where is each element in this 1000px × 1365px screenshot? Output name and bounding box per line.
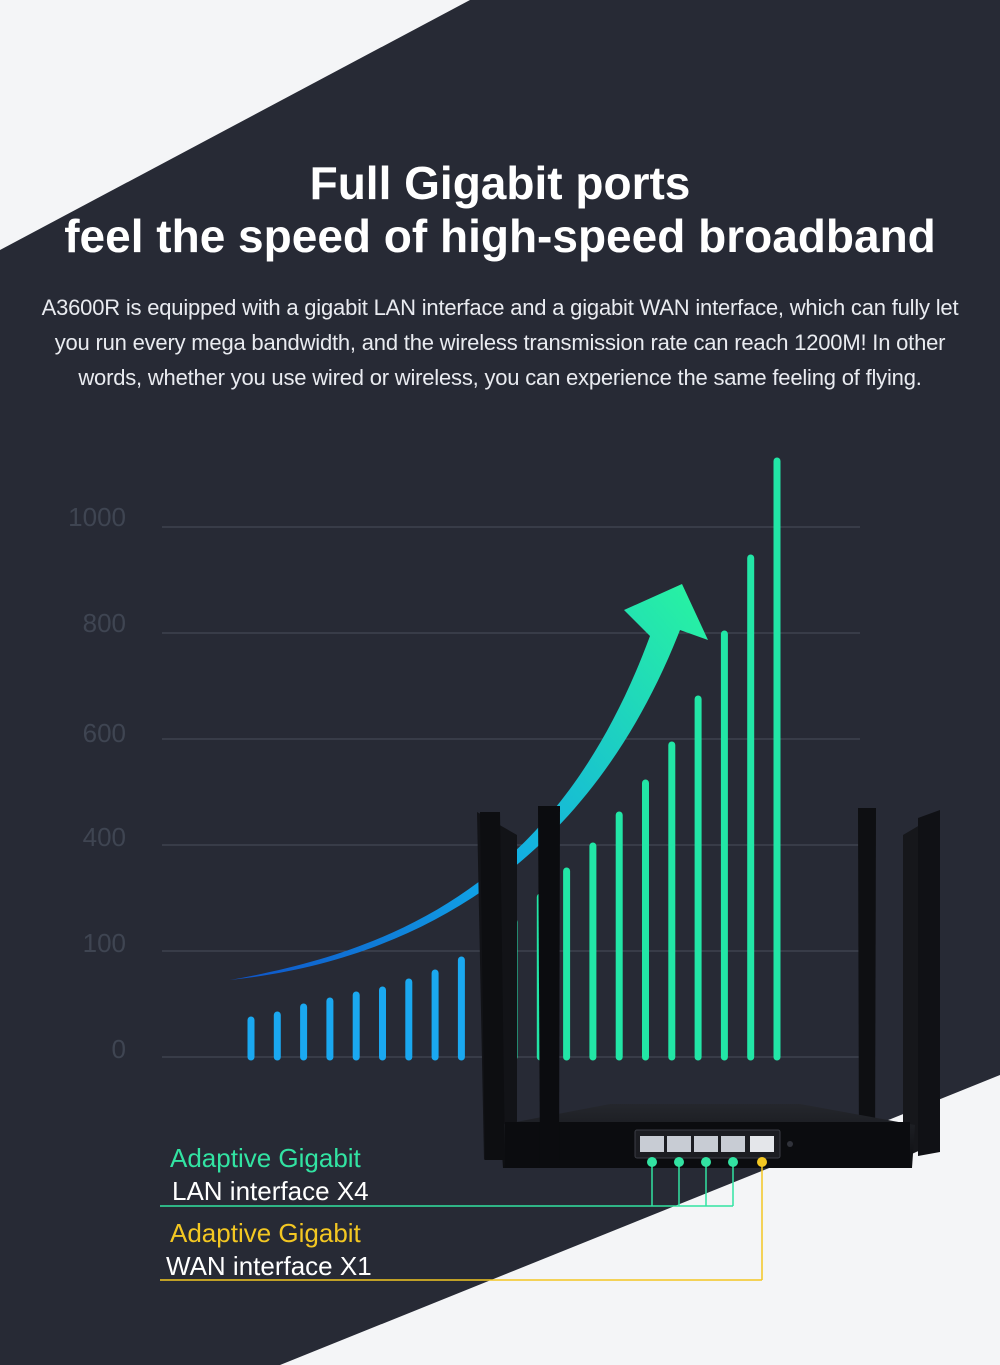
- y-tick-label: 100: [82, 928, 126, 958]
- wan-port-dot: [757, 1157, 767, 1167]
- y-tick-label: 800: [82, 608, 126, 638]
- lan-connector-lines: [160, 1163, 734, 1207]
- y-tick-label: 1000: [68, 502, 126, 532]
- wan-label-title: Adaptive Gigabit: [170, 1218, 361, 1248]
- lan-port-dots: [647, 1157, 738, 1167]
- antenna-icon: [480, 812, 505, 1160]
- wan-connector-lines: [160, 1163, 763, 1281]
- arrow-icon: [230, 584, 708, 980]
- wan-label-subtitle: WAN interface X1: [166, 1251, 372, 1281]
- ethernet-port-icon: [640, 1136, 774, 1152]
- lan-label-subtitle: LAN interface X4: [172, 1176, 369, 1206]
- page-subtitle: feel the speed of high-speed broadband: [64, 210, 936, 262]
- antenna-icon: [858, 808, 876, 1162]
- y-tick-label: 600: [82, 718, 126, 748]
- page-title: Full Gigabit ports: [309, 157, 691, 209]
- description-text: A3600R is equipped with a gigabit LAN in…: [41, 295, 959, 390]
- antenna-icon: [538, 806, 560, 1166]
- lan-label-title: Adaptive Gigabit: [170, 1143, 361, 1173]
- antenna-icon: [918, 810, 940, 1156]
- y-tick-label: 0: [111, 1034, 126, 1064]
- y-tick-label: 400: [82, 822, 126, 852]
